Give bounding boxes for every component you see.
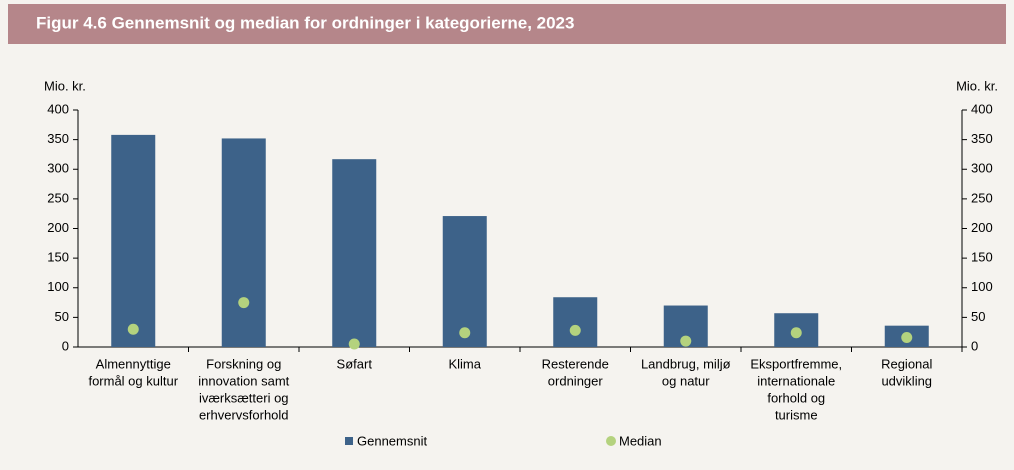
x-tick-label: innovation samt — [198, 373, 289, 388]
y2-tick-label: 250 — [971, 190, 993, 205]
bar — [332, 159, 377, 347]
median-dot — [790, 327, 802, 339]
y-tick-label: 400 — [47, 101, 69, 116]
x-tick-label: Resterende — [542, 356, 609, 371]
chart-title: Figur 4.6 Gennemsnit og median for ordni… — [36, 13, 574, 32]
bar — [442, 216, 487, 347]
y-tick-label: 100 — [47, 279, 69, 294]
y-tick-label: 350 — [47, 131, 69, 146]
x-tick-label: Eksportfremme, — [750, 356, 842, 371]
title-bar — [8, 4, 1006, 44]
legend-label: Gennemsnit — [357, 433, 427, 448]
y2-axis-label: Mio. kr. — [956, 78, 998, 93]
bar — [553, 297, 598, 347]
y-tick-label: 250 — [47, 190, 69, 205]
y-tick-label: 300 — [47, 161, 69, 176]
x-tick-label: udvikling — [881, 373, 932, 388]
y2-tick-label: 350 — [971, 131, 993, 146]
y2-tick-label: 300 — [971, 161, 993, 176]
x-tick-label: ordninger — [548, 373, 604, 388]
x-tick-label: Landbrug, miljø — [641, 356, 731, 371]
median-dot — [348, 338, 360, 350]
bar — [221, 138, 266, 347]
x-tick-label: Regional — [881, 356, 932, 371]
bar — [111, 134, 156, 347]
y-tick-label: 50 — [55, 309, 69, 324]
median-dot — [569, 324, 581, 336]
x-tick-label: forhold og — [767, 390, 825, 405]
legend-swatch — [345, 437, 353, 445]
y2-tick-label: 100 — [971, 279, 993, 294]
x-tick-label: Forskning og — [206, 356, 281, 371]
x-tick-label: iværksætteri og — [199, 390, 289, 405]
median-dot — [238, 297, 250, 309]
y-tick-label: 150 — [47, 250, 69, 265]
y2-tick-label: 400 — [971, 101, 993, 116]
median-dot — [459, 327, 471, 339]
median-dot — [901, 332, 913, 344]
y-tick-label: 0 — [62, 338, 69, 353]
x-tick-label: Klima — [448, 356, 481, 371]
y2-tick-label: 200 — [971, 220, 993, 235]
y-axis-label: Mio. kr. — [44, 78, 86, 93]
x-tick-label: formål og kultur — [88, 373, 178, 388]
x-tick-label: Søfart — [337, 356, 373, 371]
x-tick-label: erhvervsforhold — [199, 407, 289, 422]
y2-tick-label: 50 — [971, 309, 985, 324]
median-dot — [680, 335, 692, 347]
x-tick-label: og natur — [662, 373, 710, 388]
legend-label: Median — [619, 433, 662, 448]
legend-swatch — [606, 436, 616, 446]
x-tick-label: turisme — [775, 407, 818, 422]
y2-tick-label: 150 — [971, 250, 993, 265]
x-tick-label: Almennyttige — [96, 356, 171, 371]
y-tick-label: 200 — [47, 220, 69, 235]
median-dot — [127, 323, 139, 335]
y2-tick-label: 0 — [971, 338, 978, 353]
x-tick-label: internationale — [757, 373, 835, 388]
